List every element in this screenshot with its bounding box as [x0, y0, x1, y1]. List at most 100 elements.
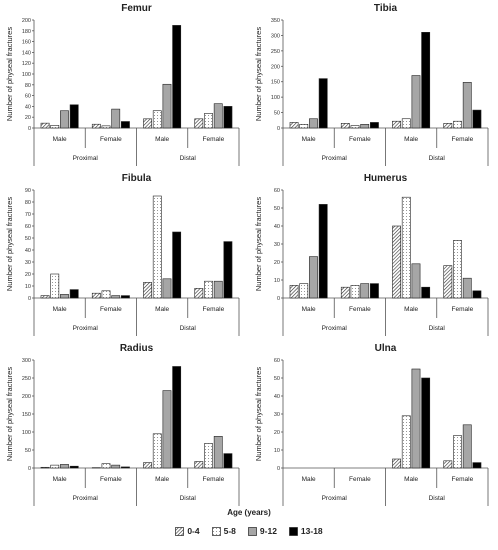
y-tick-label: 10 — [274, 278, 280, 284]
bar-radius-0-4-2 — [143, 462, 152, 469]
group-label: Proximal — [322, 325, 348, 332]
group-label: Distal — [429, 495, 446, 502]
y-tick-label: 50 — [25, 236, 31, 242]
category-label: Female — [100, 306, 122, 313]
y-tick-label: 100 — [22, 430, 31, 436]
group-label: Distal — [180, 325, 197, 332]
bar-tibia-9-12-2 — [411, 75, 421, 129]
bar-fibula-9-12-3 — [213, 280, 223, 299]
group-label: Proximal — [73, 325, 99, 332]
category-label: Male — [404, 136, 418, 143]
y-tick-label: 10 — [274, 448, 280, 454]
bar-humerus-5-8-0 — [299, 283, 309, 299]
legend-swatch — [289, 526, 298, 536]
bar-radius-9-12-2 — [162, 390, 172, 469]
legend-label: 5-8 — [223, 526, 236, 536]
chart-ulna: Ulna Number of physeal fractures 0 10 20 30 40… — [249, 340, 498, 515]
bar-radius-9-12-0 — [60, 464, 69, 469]
category-label: Male — [155, 306, 169, 313]
category-label: Male — [302, 476, 316, 483]
bar-ulna-5-8-2 — [401, 415, 411, 469]
y-tick-label: 0 — [277, 466, 280, 472]
bar-fibula-0-4-1 — [91, 292, 101, 299]
chart-tibia: Tibia Number of physeal fractures 0 50 100 15… — [249, 0, 498, 175]
y-tick-label: 50 — [274, 206, 280, 212]
bar-femur-5-8-2 — [152, 110, 162, 129]
y-tick-label: 0 — [28, 296, 31, 302]
bar-tibia-5-8-0 — [299, 124, 309, 129]
category-label: Female — [203, 476, 225, 483]
group-label: Proximal — [73, 155, 99, 162]
legend-item-5-8: 5-8 — [211, 526, 236, 536]
bar-femur-5-8-3 — [204, 113, 213, 129]
y-tick-label: 30 — [25, 260, 31, 266]
bar-fibula-13-18-0 — [69, 289, 79, 299]
y-axis-label: Number of physeal fractures — [254, 367, 263, 461]
bar-ulna-9-12-3 — [462, 424, 472, 469]
legend-swatch — [248, 526, 257, 536]
y-tick-label: 60 — [25, 224, 31, 230]
bar-ulna-0-4-2 — [392, 458, 401, 469]
bar-tibia-0-4-0 — [289, 122, 299, 129]
chart-title: Ulna — [375, 343, 397, 354]
bar-ulna-9-12-2 — [411, 368, 421, 469]
bar-humerus-13-18-0 — [318, 204, 328, 299]
bar-tibia-5-8-2 — [401, 118, 411, 129]
y-tick-label: 250 — [271, 49, 280, 55]
bar-humerus-0-4-0 — [289, 285, 299, 299]
category-label: Male — [302, 306, 316, 313]
y-tick-label: 0 — [277, 296, 280, 302]
chart-svg: Ulna Number of physeal fractures 0 10 20 30 40… — [254, 343, 489, 506]
y-tick-label: 300 — [22, 358, 31, 364]
group-label: Proximal — [73, 495, 99, 502]
bar-ulna-5-8-3 — [453, 435, 462, 469]
chart-title: Fibula — [122, 173, 152, 184]
bar-humerus-13-18-1 — [370, 283, 379, 299]
bar-humerus-0-4-2 — [392, 225, 401, 299]
legend-item-9-12: 9-12 — [248, 526, 277, 536]
group-label: Distal — [180, 155, 197, 162]
bar-femur-0-4-0 — [40, 122, 50, 129]
bar-radius-5-8-1 — [101, 463, 111, 469]
chart-svg: Fibula Number of physeal fractures 0 10 20 30… — [5, 173, 240, 336]
chart-femur: Femur Number of physeal fractures 0 20 40 60 8… — [0, 0, 249, 175]
bar-tibia-9-12-3 — [462, 82, 472, 129]
bar-tibia-9-12-0 — [309, 118, 318, 129]
y-tick-label: 0 — [28, 466, 31, 472]
y-tick-label: 20 — [274, 260, 280, 266]
y-tick-label: 150 — [22, 412, 31, 418]
bar-femur-13-18-3 — [223, 106, 233, 129]
bar-humerus-13-18-2 — [421, 286, 431, 299]
bar-fibula-5-8-1 — [101, 290, 111, 299]
bar-radius-5-8-2 — [152, 433, 162, 469]
chart-humerus: Humerus Number of physeal fractures 0 10 20 3… — [249, 170, 498, 345]
chart-svg: Femur Number of physeal fractures 0 20 40 60 8… — [5, 3, 240, 166]
bar-humerus-5-8-2 — [401, 196, 411, 299]
bar-radius-13-18-1 — [121, 466, 130, 469]
bar-ulna-13-18-3 — [472, 462, 482, 469]
bar-tibia-13-18-2 — [421, 32, 431, 129]
bar-humerus-0-4-3 — [443, 265, 453, 299]
y-tick-label: 60 — [274, 358, 280, 364]
bar-radius-0-4-0 — [40, 466, 50, 469]
y-tick-label: 350 — [271, 18, 280, 24]
y-tick-label: 40 — [25, 248, 31, 254]
bar-tibia-13-18-3 — [472, 109, 482, 129]
y-tick-label: 160 — [22, 40, 31, 46]
y-tick-label: 90 — [25, 188, 31, 194]
legend-item-0-4: 0-4 — [175, 526, 200, 536]
bar-femur-5-8-1 — [101, 125, 111, 129]
bar-fibula-13-18-1 — [121, 295, 130, 299]
bar-radius-13-18-2 — [172, 366, 182, 469]
category-label: Female — [452, 476, 474, 483]
bar-tibia-13-18-0 — [318, 78, 328, 129]
x-axis-title: Age (years) — [227, 508, 271, 517]
bar-femur-9-12-0 — [60, 110, 69, 129]
y-tick-label: 200 — [22, 18, 31, 24]
legend-area: Age (years) 0-4 5-8 9-12 13-18 — [0, 508, 498, 550]
y-tick-label: 20 — [274, 430, 280, 436]
category-label: Female — [349, 476, 371, 483]
y-tick-label: 10 — [25, 284, 31, 290]
y-tick-label: 20 — [25, 272, 31, 278]
bar-fibula-5-8-3 — [204, 280, 213, 299]
